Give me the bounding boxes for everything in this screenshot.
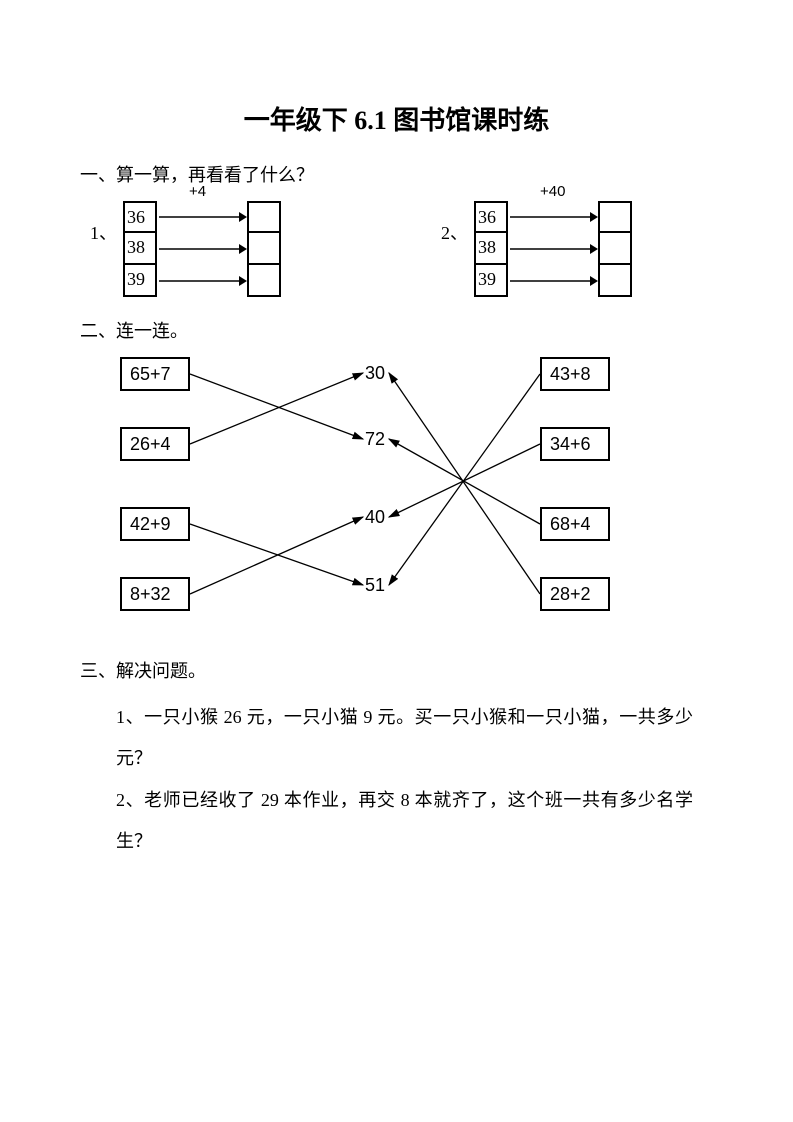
q1-cell-1: 36 [123, 201, 157, 233]
q2-ans-1 [598, 201, 632, 233]
q1-cell-2: 38 [123, 233, 157, 265]
q1-cell-3: 39 [123, 265, 157, 297]
arrow-right-icon [157, 242, 247, 256]
arrow-right-icon [508, 210, 598, 224]
q2-cell-2: 38 [474, 233, 508, 265]
match-edge [190, 517, 363, 594]
q1-ans-1 [247, 201, 281, 233]
match-edge [389, 439, 540, 524]
match-box: 65+7 [120, 357, 190, 391]
match-box: 34+6 [540, 427, 610, 461]
q1-op-label: +4 [189, 183, 206, 200]
q1-left-col: 36 38 39 [123, 201, 157, 297]
arrow-right-icon [157, 210, 247, 224]
section3-heading: 三、解决问题。 [80, 657, 713, 683]
match-edge [190, 524, 363, 585]
match-box: 43+8 [540, 357, 610, 391]
match-answer: 40 [365, 507, 385, 528]
q1-ans-2 [247, 233, 281, 265]
match-answer: 72 [365, 429, 385, 450]
q2-right-col [598, 201, 632, 297]
q2-arrow-col: +40 [508, 201, 598, 297]
match-answer: 30 [365, 363, 385, 384]
match-box: 68+4 [540, 507, 610, 541]
match-box: 42+9 [120, 507, 190, 541]
match-box: 28+2 [540, 577, 610, 611]
match-box: 26+4 [120, 427, 190, 461]
q1-right-col [247, 201, 281, 297]
q2-cell-3: 39 [474, 265, 508, 297]
q1-ans-3 [247, 265, 281, 297]
matching-diagram: 65+7 26+4 42+9 8+32 43+8 34+6 68+4 28+2 30 72 40 51 [120, 357, 680, 637]
match-edge [389, 444, 540, 517]
q2-ans-3 [598, 265, 632, 297]
word-problem-1: 1、一只小猴 26 元，一只小猫 9 元。买一只小猴和一只小猫，一共多少元？ [116, 697, 693, 780]
word-problem-2: 2、老师已经收了 29 本作业，再交 8 本就齐了，这个班一共有多少名学生？ [116, 780, 693, 863]
page-title: 一年级下 6.1 图书馆课时练 [80, 100, 713, 137]
arrow-right-icon [157, 274, 247, 288]
q1-block: 1、 36 38 39 +4 [90, 201, 281, 297]
q2-op-label: +40 [540, 183, 565, 200]
section2-heading: 二、连一连。 [80, 317, 713, 343]
q2-left-col: 36 38 39 [474, 201, 508, 297]
q2-cell-1: 36 [474, 201, 508, 233]
match-box: 8+32 [120, 577, 190, 611]
section1-heading: 一、算一算，再看看了什么？ [80, 161, 713, 187]
q2-ans-2 [598, 233, 632, 265]
q1-arrow-col: +4 [157, 201, 247, 297]
arrow-right-icon [508, 274, 598, 288]
q2-block: 2、 36 38 39 +40 [441, 201, 632, 297]
q2-label: 2、 [441, 219, 468, 245]
arrow-right-icon [508, 242, 598, 256]
match-answer: 51 [365, 575, 385, 596]
q1-label: 1、 [90, 219, 117, 245]
